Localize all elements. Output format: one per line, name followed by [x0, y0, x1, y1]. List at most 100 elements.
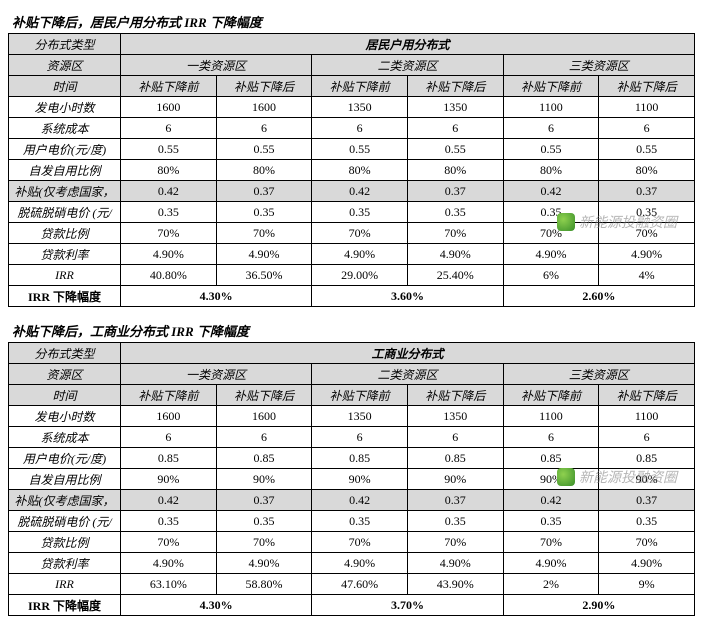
data-cell: 0.55: [216, 139, 312, 160]
data-cell: 80%: [407, 160, 503, 181]
irr-drop-value: 2.60%: [503, 286, 694, 307]
data-cell: 0.35: [312, 202, 408, 223]
data-cell: 0.37: [599, 181, 695, 202]
data-cell: 25.40%: [407, 265, 503, 286]
data-cell: 0.55: [599, 139, 695, 160]
irr-drop-label: IRR 下降幅度: [9, 286, 121, 307]
data-cell: 6%: [503, 265, 599, 286]
irr-drop-value: 3.70%: [312, 595, 503, 616]
row-label: 自发自用比例: [9, 160, 121, 181]
irr-drop-value: 4.30%: [121, 286, 312, 307]
data-cell: 0.85: [599, 448, 695, 469]
data-cell: 1600: [121, 406, 217, 427]
data-cell: 0.85: [216, 448, 312, 469]
row-label: 贷款比例: [9, 532, 121, 553]
data-cell: 43.90%: [407, 574, 503, 595]
data-cell: 36.50%: [216, 265, 312, 286]
data-cell: 6: [121, 118, 217, 139]
row-label: 补贴(仅考虑国家，: [9, 181, 121, 202]
data-cell: 4%: [599, 265, 695, 286]
data-cell: 0.37: [407, 181, 503, 202]
data-cell: 0.85: [407, 448, 503, 469]
data-cell: 0.35: [216, 202, 312, 223]
data-cell: 4.90%: [503, 244, 599, 265]
data-cell: 0.42: [121, 490, 217, 511]
data-cell: 6: [599, 118, 695, 139]
data-cell: 0.35: [121, 202, 217, 223]
data-cell: 6: [216, 427, 312, 448]
data-cell: 4.90%: [407, 244, 503, 265]
row-label: 自发自用比例: [9, 469, 121, 490]
data-cell: 70%: [599, 532, 695, 553]
data-cell: 1600: [121, 97, 217, 118]
data-cell: 90%: [216, 469, 312, 490]
data-cell: 0.85: [312, 448, 408, 469]
type-label: 分布式类型: [9, 343, 121, 364]
data-cell: 0.42: [312, 181, 408, 202]
resource-col: 三类资源区: [503, 364, 694, 385]
row-label: 贷款利率: [9, 553, 121, 574]
row-label: 系统成本: [9, 118, 121, 139]
data-cell: 6: [121, 427, 217, 448]
data-cell: 0.55: [407, 139, 503, 160]
data-cell: 1100: [503, 406, 599, 427]
data-cell: 70%: [216, 532, 312, 553]
resource-col: 一类资源区: [121, 55, 312, 76]
time-col: 补贴下降前: [312, 385, 408, 406]
data-table: 分布式类型工商业分布式资源区一类资源区二类资源区三类资源区时间补贴下降前补贴下降…: [8, 342, 695, 616]
time-col: 补贴下降后: [599, 385, 695, 406]
data-cell: 1350: [312, 97, 408, 118]
data-cell: 0.35: [599, 202, 695, 223]
row-label: 贷款比例: [9, 223, 121, 244]
data-cell: 47.60%: [312, 574, 408, 595]
data-cell: 0.35: [216, 511, 312, 532]
data-cell: 70%: [121, 223, 217, 244]
row-label: 用户电价(元/度): [9, 448, 121, 469]
time-col: 补贴下降前: [121, 76, 217, 97]
data-cell: 4.90%: [216, 553, 312, 574]
data-cell: 70%: [312, 532, 408, 553]
time-col: 补贴下降前: [312, 76, 408, 97]
data-cell: 80%: [503, 160, 599, 181]
data-cell: 70%: [121, 532, 217, 553]
type-value: 居民户用分布式: [121, 34, 695, 55]
data-cell: 90%: [121, 469, 217, 490]
data-cell: 0.35: [503, 511, 599, 532]
data-cell: 9%: [599, 574, 695, 595]
data-cell: 6: [503, 118, 599, 139]
irr-drop-value: 4.30%: [121, 595, 312, 616]
data-cell: 6: [216, 118, 312, 139]
row-label: 发电小时数: [9, 406, 121, 427]
data-cell: 6: [407, 118, 503, 139]
type-label: 分布式类型: [9, 34, 121, 55]
data-cell: 1100: [599, 97, 695, 118]
data-cell: 0.35: [121, 511, 217, 532]
row-label: IRR: [9, 265, 121, 286]
data-cell: 0.85: [503, 448, 599, 469]
irr-drop-value: 2.90%: [503, 595, 694, 616]
time-col: 补贴下降后: [599, 76, 695, 97]
time-label: 时间: [9, 76, 121, 97]
resource-col: 三类资源区: [503, 55, 694, 76]
data-cell: 0.37: [599, 490, 695, 511]
resource-col: 二类资源区: [312, 55, 503, 76]
data-cell: 0.42: [121, 181, 217, 202]
data-cell: 70%: [599, 223, 695, 244]
data-cell: 90%: [407, 469, 503, 490]
data-cell: 80%: [216, 160, 312, 181]
data-cell: 6: [599, 427, 695, 448]
time-col: 补贴下降后: [216, 76, 312, 97]
data-cell: 70%: [407, 223, 503, 244]
data-cell: 4.90%: [312, 244, 408, 265]
data-cell: 1350: [312, 406, 408, 427]
table-title: 补贴下降后，居民户用分布式 IRR 下降幅度: [12, 12, 695, 31]
row-label: 贷款利率: [9, 244, 121, 265]
data-cell: 0.35: [407, 511, 503, 532]
data-cell: 4.90%: [216, 244, 312, 265]
data-cell: 4.90%: [121, 553, 217, 574]
resource-label: 资源区: [9, 55, 121, 76]
data-cell: 70%: [503, 532, 599, 553]
row-label: 脱硫脱硝电价 (元/: [9, 202, 121, 223]
row-label: 用户电价(元/度): [9, 139, 121, 160]
data-cell: 4.90%: [503, 553, 599, 574]
